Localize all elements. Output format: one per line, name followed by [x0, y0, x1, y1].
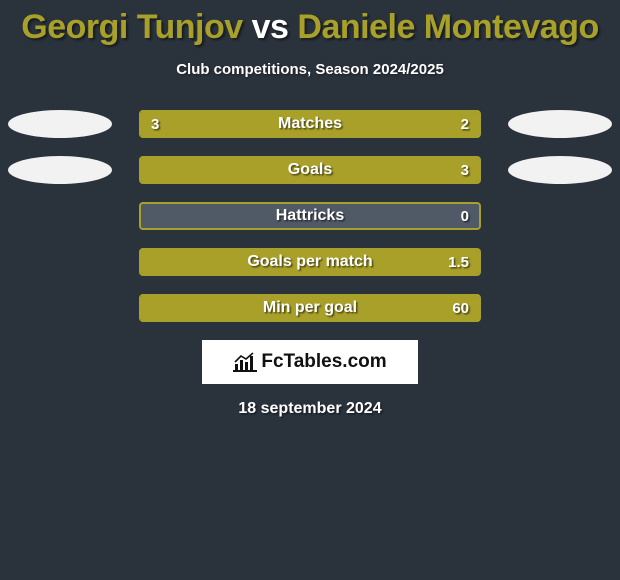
stat-bar: Min per goal60	[139, 294, 481, 322]
page-title: Georgi Tunjov vs Daniele Montevago	[0, 0, 620, 47]
stat-bar-right-fill	[141, 296, 479, 320]
player2-name: Daniele Montevago	[297, 8, 598, 46]
stat-value-right: 0	[461, 204, 469, 228]
brand-text: FcTables.com	[261, 351, 386, 373]
stat-row: Hattricks0	[0, 202, 620, 230]
team-badge-right	[508, 110, 612, 138]
player1-name: Georgi Tunjov	[21, 8, 242, 46]
stat-row: Goals per match1.5	[0, 248, 620, 276]
stat-bar-right-fill	[141, 158, 479, 182]
team-badge-left	[8, 156, 112, 184]
brand-box[interactable]: FcTables.com	[202, 340, 418, 384]
stat-bar-right-fill	[344, 112, 479, 136]
stat-bar: Goals3	[139, 156, 481, 184]
subtitle: Club competitions, Season 2024/2025	[0, 61, 620, 78]
stat-row: Matches32	[0, 110, 620, 138]
stat-bar-left-fill	[141, 112, 344, 136]
footer-date: 18 september 2024	[0, 400, 620, 418]
stat-bar: Matches32	[139, 110, 481, 138]
stats-container: Matches32 Goals3 Hattricks0 Goals per match…	[0, 110, 620, 322]
stat-bar-right-fill	[141, 250, 479, 274]
team-badge-left	[8, 110, 112, 138]
stat-row: Min per goal60	[0, 294, 620, 322]
stat-label: Hattricks	[141, 204, 479, 228]
brand-chart-icon	[233, 352, 257, 372]
stat-bar: Hattricks0	[139, 202, 481, 230]
stat-bar: Goals per match1.5	[139, 248, 481, 276]
stat-row: Goals3	[0, 156, 620, 184]
vs-text: vs	[243, 8, 298, 46]
team-badge-right	[508, 156, 612, 184]
